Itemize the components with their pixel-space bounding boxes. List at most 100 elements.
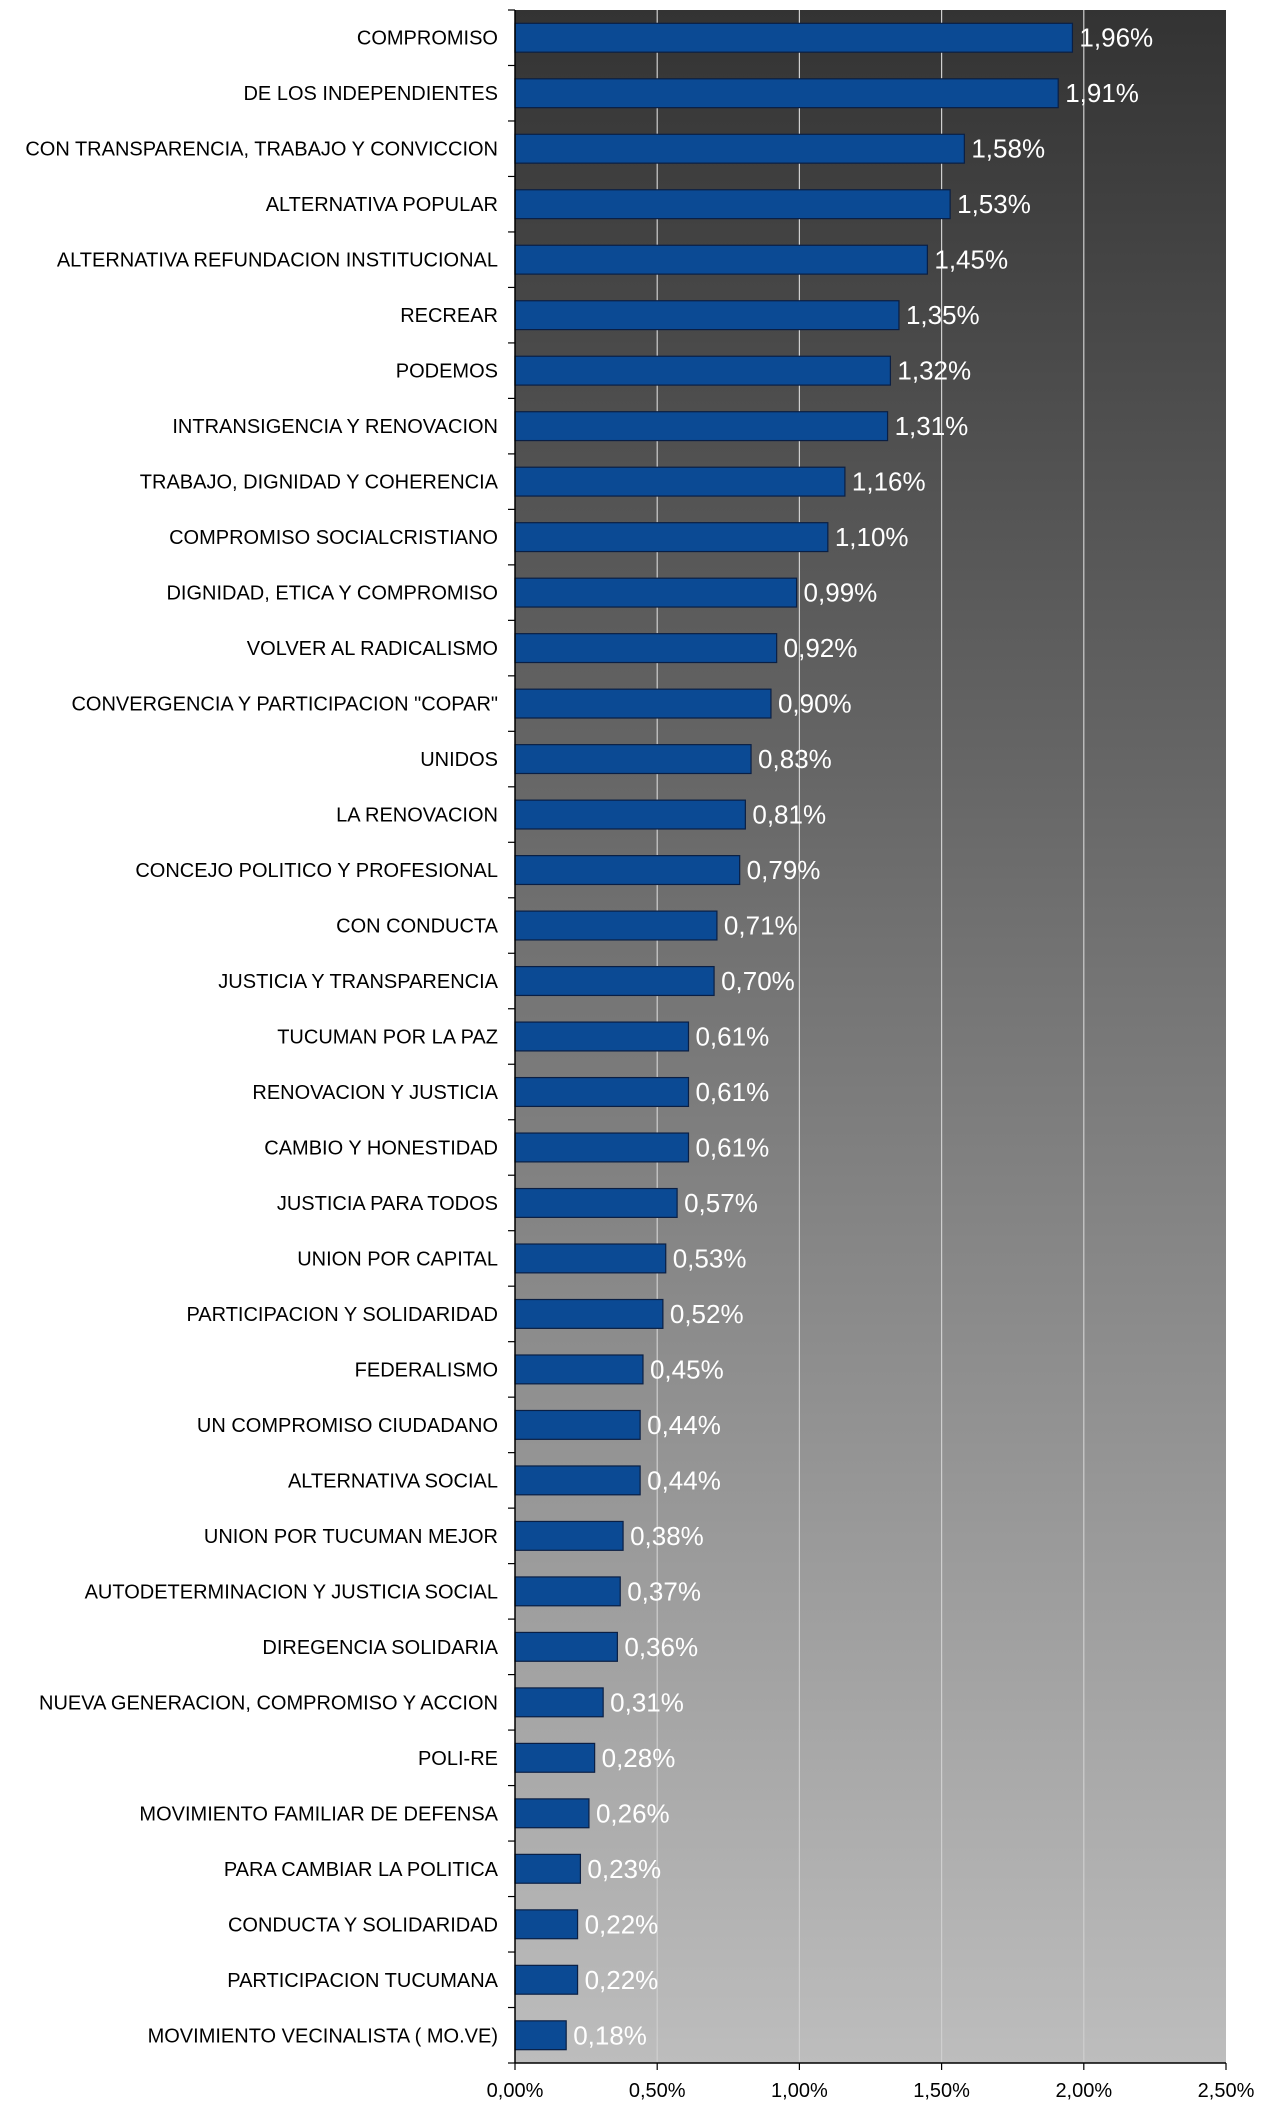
bar bbox=[514, 799, 746, 830]
category-label: CONDUCTA Y SOLIDARIDAD bbox=[228, 1914, 498, 1936]
bar bbox=[514, 1243, 667, 1274]
bar bbox=[514, 522, 829, 553]
bar bbox=[514, 577, 798, 608]
category-label: CAMBIO Y HONESTIDAD bbox=[264, 1137, 498, 1159]
bar bbox=[514, 189, 951, 220]
value-label: 1,91% bbox=[1065, 78, 1139, 108]
bar bbox=[514, 744, 752, 775]
category-label: NUEVA GENERACION, COMPROMISO Y ACCION bbox=[39, 1692, 498, 1714]
category-label: ALTERNATIVA POPULAR bbox=[266, 194, 498, 216]
value-label: 0,31% bbox=[610, 1687, 684, 1717]
bar bbox=[514, 1132, 690, 1163]
category-label: PARTICIPACION TUCUMANA bbox=[227, 1970, 498, 1992]
value-label: 0,70% bbox=[721, 966, 795, 996]
value-label: 1,45% bbox=[934, 245, 1008, 275]
bar bbox=[514, 2020, 567, 2051]
category-label: PARA CAMBIAR LA POLITICA bbox=[224, 1859, 499, 1881]
value-label: 0,26% bbox=[596, 1798, 670, 1828]
category-label: ALTERNATIVA REFUNDACION INSTITUCIONAL bbox=[57, 250, 498, 272]
bar bbox=[514, 965, 715, 997]
bar bbox=[514, 1687, 604, 1718]
value-label: 1,10% bbox=[835, 522, 909, 552]
bar bbox=[514, 1631, 618, 1662]
value-label: 0,71% bbox=[724, 911, 798, 941]
category-label: FEDERALISMO bbox=[355, 1359, 498, 1381]
bar bbox=[514, 688, 772, 719]
bar bbox=[514, 300, 900, 331]
value-label: 0,38% bbox=[630, 1521, 704, 1551]
bar bbox=[514, 22, 1074, 53]
category-label: TRABAJO, DIGNIDAD Y COHERENCIA bbox=[140, 472, 499, 494]
value-label: 0,36% bbox=[624, 1632, 698, 1662]
value-label: 0,61% bbox=[695, 1132, 769, 1162]
category-label: UNION POR CAPITAL bbox=[297, 1248, 498, 1270]
bar bbox=[514, 633, 778, 664]
bar bbox=[514, 466, 846, 497]
value-label: 0,18% bbox=[573, 2020, 647, 2050]
category-label: AUTODETERMINACION Y JUSTICIA SOCIAL bbox=[85, 1581, 498, 1603]
value-label: 0,90% bbox=[778, 689, 852, 719]
category-label: DE LOS INDEPENDIENTES bbox=[243, 83, 498, 105]
bar bbox=[514, 244, 928, 275]
bar bbox=[514, 1465, 641, 1496]
category-label: RECREAR bbox=[400, 305, 498, 327]
value-label: 0,79% bbox=[747, 855, 821, 885]
bar bbox=[514, 411, 889, 442]
bar bbox=[514, 1021, 690, 1052]
bar bbox=[514, 1964, 579, 1995]
value-label: 0,37% bbox=[627, 1576, 701, 1606]
value-label: 1,58% bbox=[971, 134, 1045, 164]
bar bbox=[514, 855, 741, 886]
category-label: TUCUMAN POR LA PAZ bbox=[277, 1027, 498, 1049]
bar bbox=[514, 355, 892, 386]
category-label: CON CONDUCTA bbox=[336, 916, 499, 938]
bar bbox=[514, 1742, 596, 1773]
category-label: CON TRANSPARENCIA, TRABAJO Y CONVICCION bbox=[25, 139, 498, 161]
value-label: 1,96% bbox=[1079, 23, 1153, 53]
category-label: JUSTICIA Y TRANSPARENCIA bbox=[218, 971, 498, 993]
x-tick-label: 2,50% bbox=[1198, 2080, 1255, 2102]
category-label: MOVIMIENTO VECINALISTA ( MO.VE) bbox=[148, 2025, 498, 2047]
category-label: UNIDOS bbox=[420, 749, 498, 771]
category-label: DIREGENCIA SOLIDARIA bbox=[262, 1637, 498, 1659]
category-label: COMPROMISO bbox=[357, 28, 498, 50]
value-label: 0,92% bbox=[784, 633, 858, 663]
category-label: ALTERNATIVA SOCIAL bbox=[288, 1470, 498, 1492]
bar bbox=[514, 1520, 624, 1551]
category-label: UNION POR TUCUMAN MEJOR bbox=[204, 1526, 498, 1548]
bar bbox=[514, 1187, 678, 1218]
category-label: DIGNIDAD, ETICA Y COMPROMISO bbox=[166, 583, 498, 605]
bar bbox=[514, 1909, 579, 1940]
value-label: 0,83% bbox=[758, 744, 832, 774]
value-label: 0,28% bbox=[602, 1743, 676, 1773]
bar bbox=[514, 133, 965, 164]
category-label: RENOVACION Y JUSTICIA bbox=[252, 1082, 498, 1104]
value-label: 0,44% bbox=[647, 1465, 721, 1495]
bar bbox=[514, 1354, 644, 1385]
value-label: 0,99% bbox=[804, 578, 878, 608]
value-label: 1,16% bbox=[852, 467, 926, 497]
value-label: 0,61% bbox=[695, 1022, 769, 1052]
category-label: LA RENOVACION bbox=[336, 805, 498, 827]
category-label: POLI-RE bbox=[418, 1748, 498, 1770]
bar bbox=[514, 1576, 621, 1607]
bar bbox=[514, 1798, 590, 1829]
x-tick-label: 2,00% bbox=[1055, 2080, 1112, 2102]
category-label: PARTICIPACION Y SOLIDARIDAD bbox=[186, 1304, 498, 1326]
value-label: 1,31% bbox=[895, 411, 969, 441]
category-label: JUSTICIA PARA TODOS bbox=[277, 1193, 498, 1215]
x-tick-label: 1,00% bbox=[771, 2080, 828, 2102]
value-label: 0,61% bbox=[695, 1077, 769, 1107]
value-label: 1,53% bbox=[957, 189, 1031, 219]
bar bbox=[514, 1409, 641, 1440]
value-label: 0,44% bbox=[647, 1410, 721, 1440]
category-label: UN COMPROMISO CIUDADANO bbox=[197, 1415, 498, 1437]
value-label: 0,22% bbox=[585, 1965, 659, 1995]
value-label: 0,45% bbox=[650, 1354, 724, 1384]
value-label: 1,32% bbox=[897, 356, 971, 386]
category-label: CONCEJO POLITICO Y PROFESIONAL bbox=[135, 860, 498, 882]
bar bbox=[514, 1298, 664, 1329]
value-label: 0,81% bbox=[752, 800, 826, 830]
